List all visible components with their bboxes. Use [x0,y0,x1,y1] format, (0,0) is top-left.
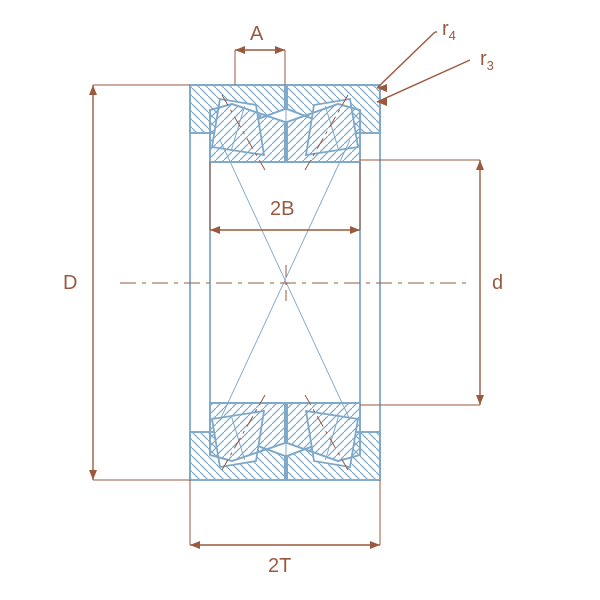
bearing-cross-section [0,0,600,600]
label-r3: r3 [480,48,494,73]
label-2T: 2T [268,555,291,578]
label-2B: 2B [270,198,294,221]
label-r4: r4 [442,18,456,43]
label-A: A [250,23,263,46]
label-d: d [492,272,503,295]
label-D: D [63,272,77,295]
